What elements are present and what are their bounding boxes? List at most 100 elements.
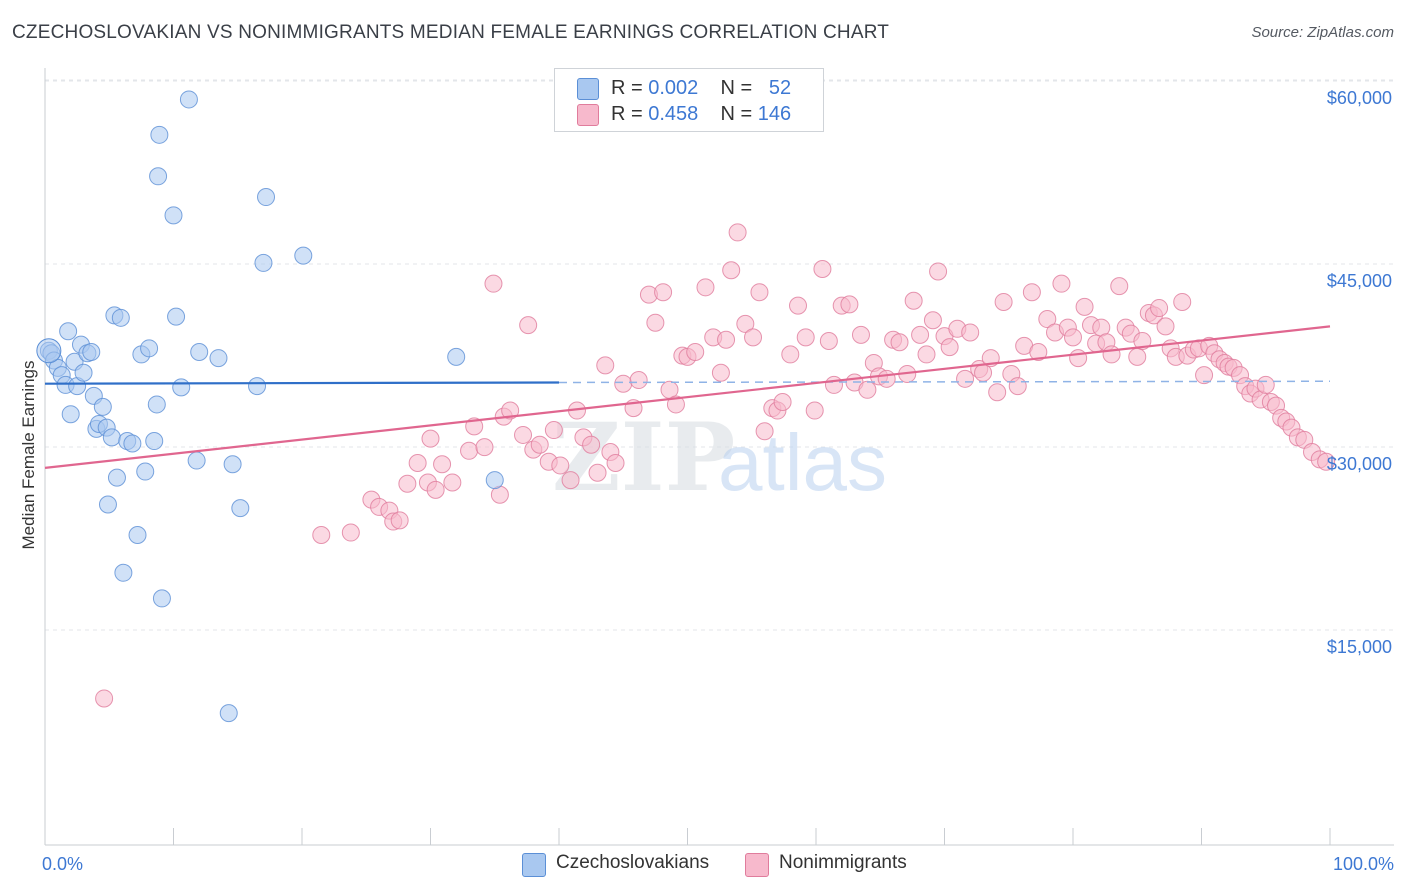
nonimmigrants-point-9 bbox=[408, 454, 427, 472]
nonimmigrants-point-39 bbox=[629, 371, 648, 390]
czechoslovakians-point-20 bbox=[102, 428, 121, 447]
watermark-zip: ZIP bbox=[552, 403, 735, 513]
nonimmigrants-point-85 bbox=[940, 338, 959, 357]
legend-r-value: 0.458 bbox=[648, 103, 699, 125]
nonimmigrants-point-110 bbox=[1102, 345, 1121, 364]
nonimmigrants-point-105 bbox=[1075, 297, 1094, 316]
nonimmigrants-point-66 bbox=[819, 332, 838, 350]
nonimmigrants-point-61 bbox=[781, 345, 800, 364]
chart-title: CZECHOSLOVAKIAN VS NONIMMIGRANTS MEDIAN … bbox=[12, 22, 890, 43]
nonimmigrants-point-99 bbox=[1038, 310, 1057, 329]
czechoslovakians-point-49 bbox=[447, 347, 466, 366]
czechoslovakians-point-11 bbox=[74, 363, 93, 382]
legend-r-value: 0.002 bbox=[648, 77, 699, 99]
czechoslovakians-point-40 bbox=[190, 342, 209, 361]
nonimmigrants-point-119 bbox=[1156, 317, 1175, 336]
trend-lines bbox=[44, 325, 1331, 469]
chart-source: Source: ZipAtlas.com bbox=[1251, 24, 1394, 41]
legend-r-label: R = bbox=[611, 103, 643, 125]
legend-r-label: R = bbox=[611, 77, 643, 99]
nonimmigrants-point-122 bbox=[1173, 292, 1192, 311]
czechoslovakians-point-32 bbox=[147, 395, 166, 414]
czechoslovakians-point-36 bbox=[164, 206, 183, 225]
czechoslovakians-point-45 bbox=[248, 377, 267, 396]
watermark: ZIP atlas bbox=[552, 403, 887, 513]
nonimmigrants-point-51 bbox=[717, 330, 736, 349]
nonimmigrants-point-101 bbox=[1052, 274, 1071, 293]
czechoslovakians-point-44 bbox=[231, 499, 250, 518]
series-swatch-blue bbox=[522, 853, 546, 877]
nonimmigrants-point-12 bbox=[433, 455, 452, 474]
nonimmigrants-point-37 bbox=[614, 374, 633, 393]
nonimmigrants-point-28 bbox=[551, 456, 570, 475]
y-tick-label-3: $60,000 bbox=[1327, 88, 1392, 108]
nonimmigrants-point-14 bbox=[421, 429, 440, 448]
czechoslovakians-point-50 bbox=[485, 471, 504, 490]
czechoslovakians-point-39 bbox=[187, 451, 206, 470]
nonimmigrants-point-27 bbox=[544, 421, 563, 440]
y-axis-label: Median Female Earnings bbox=[19, 361, 38, 550]
nonimmigrants-point-97 bbox=[1022, 283, 1041, 302]
czechoslovakians-point-29 bbox=[136, 462, 155, 481]
nonimmigrants-point-13 bbox=[443, 473, 462, 492]
nonimmigrants-point-17 bbox=[475, 438, 494, 457]
nonimmigrants-point-93 bbox=[994, 292, 1013, 311]
series-legend-label: Nonimmigrants bbox=[779, 852, 907, 873]
nonimmigrants-point-41 bbox=[646, 313, 665, 332]
nonimmigrants-point-67 bbox=[824, 375, 843, 394]
y-tick-label-1: $30,000 bbox=[1327, 454, 1392, 474]
czechoslovakians-trend-line bbox=[44, 381, 560, 385]
nonimmigrants-point-77 bbox=[890, 333, 909, 352]
nonimmigrants-point-44 bbox=[666, 395, 685, 414]
nonimmigrants-point-72 bbox=[858, 380, 877, 399]
nonimmigrants-point-55 bbox=[744, 328, 763, 347]
nonimmigrants-point-71 bbox=[851, 325, 870, 344]
nonimmigrants-point-111 bbox=[1110, 277, 1129, 296]
czechoslovakians-point-46 bbox=[254, 253, 273, 272]
nonimmigrants-point-11 bbox=[426, 480, 445, 499]
czechoslovakians-point-24 bbox=[114, 563, 133, 582]
nonimmigrants-point-69 bbox=[840, 295, 859, 314]
y-tick-label-0: $15,000 bbox=[1327, 637, 1392, 657]
nonimmigrants-point-148 bbox=[1317, 452, 1336, 471]
nonimmigrants-point-115 bbox=[1133, 332, 1152, 350]
legend-swatch-pink bbox=[577, 104, 599, 126]
czechoslovakians-point-42 bbox=[219, 704, 238, 723]
nonimmigrants-point-0 bbox=[95, 689, 114, 708]
correlation-legend: R = 0.002 N = 52 R = 0.458 N = 146 bbox=[554, 68, 824, 132]
nonimmigrants-point-50 bbox=[711, 363, 730, 382]
czechoslovakians-point-51 bbox=[179, 90, 198, 109]
nonimmigrants-point-42 bbox=[654, 283, 673, 302]
nonimmigrants-point-22 bbox=[514, 425, 533, 444]
axes bbox=[44, 68, 1394, 846]
nonimmigrants-point-7 bbox=[390, 511, 409, 530]
nonimmigrants-point-47 bbox=[686, 342, 705, 361]
nonimmigrants-point-63 bbox=[796, 328, 815, 347]
nonimmigrants-point-98 bbox=[1029, 342, 1048, 361]
czechoslovakians-point-6 bbox=[59, 322, 78, 341]
series-swatch-pink bbox=[745, 853, 769, 877]
czechoslovakians-point-26 bbox=[123, 434, 142, 453]
czechoslovakians-point-38 bbox=[172, 378, 191, 397]
nonimmigrants-trend-line bbox=[44, 325, 1331, 469]
czechoslovakians-point-27 bbox=[128, 525, 147, 544]
nonimmigrants-point-62 bbox=[789, 296, 808, 315]
nonimmigrants-point-79 bbox=[904, 291, 923, 310]
nonimmigrants-point-23 bbox=[519, 316, 538, 335]
czechoslovakians-point-48 bbox=[294, 246, 313, 265]
czechoslovakians-trend-extension bbox=[558, 380, 1331, 384]
czechoslovakians-point-23 bbox=[111, 308, 130, 327]
nonimmigrants-point-15 bbox=[460, 441, 479, 460]
nonimmigrants-point-36 bbox=[606, 454, 625, 472]
x-tick-label-max: 100.0% bbox=[1333, 854, 1394, 874]
nonimmigrants-point-53 bbox=[728, 223, 747, 242]
czechoslovakians-point-19 bbox=[98, 495, 117, 514]
nonimmigrants-point-57 bbox=[755, 422, 774, 441]
czechoslovakians-point-31 bbox=[145, 432, 164, 451]
nonimmigrants-point-126 bbox=[1195, 366, 1214, 385]
czechoslovakians-point-33 bbox=[149, 167, 168, 186]
x-tick-label-min: 0.0% bbox=[42, 854, 83, 874]
czechoslovakians-point-7 bbox=[61, 405, 80, 424]
y-tick-labels: $15,000 $30,000 $45,000 $60,000 bbox=[1327, 88, 1392, 657]
